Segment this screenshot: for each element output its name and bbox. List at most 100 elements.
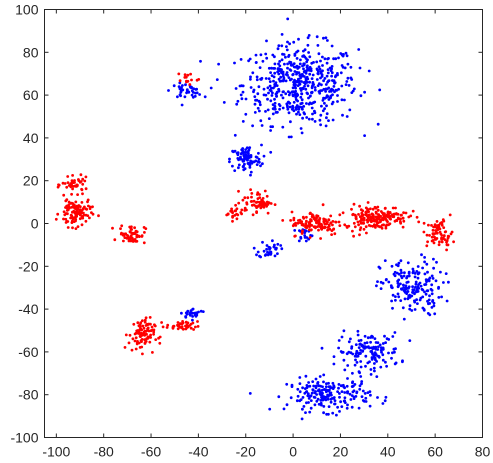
- data-point: [359, 219, 362, 223]
- data-point: [278, 79, 282, 83]
- data-point: [358, 384, 362, 388]
- data-point: [257, 85, 261, 89]
- data-point: [149, 333, 153, 337]
- data-point: [340, 84, 344, 88]
- data-point: [404, 211, 408, 215]
- data-point: [253, 95, 257, 98]
- data-point: [272, 86, 275, 90]
- data-point: [140, 235, 144, 238]
- data-point: [289, 135, 293, 139]
- data-point: [135, 342, 139, 346]
- data-point: [445, 240, 448, 244]
- data-point: [438, 230, 442, 234]
- data-point: [281, 219, 285, 222]
- data-point: [351, 371, 354, 375]
- data-point: [74, 227, 78, 231]
- data-point: [352, 87, 356, 91]
- data-point: [339, 384, 343, 388]
- data-point: [359, 338, 363, 342]
- data-point: [76, 225, 80, 229]
- data-point: [185, 88, 189, 91]
- data-point: [332, 355, 336, 358]
- data-point: [292, 109, 296, 113]
- data-point: [257, 99, 261, 103]
- data-point: [275, 91, 279, 95]
- data-point: [255, 211, 258, 215]
- data-point: [366, 336, 370, 340]
- data-point: [265, 194, 269, 198]
- data-point: [435, 237, 439, 240]
- data-point: [180, 86, 183, 89]
- data-point: [430, 274, 434, 278]
- data-point: [344, 83, 348, 86]
- data-point: [236, 213, 240, 217]
- data-point: [345, 406, 349, 410]
- data-point: [371, 216, 375, 220]
- data-point: [423, 272, 427, 276]
- data-point: [364, 225, 368, 229]
- data-point: [353, 363, 357, 367]
- data-point: [144, 329, 148, 333]
- data-point: [257, 151, 260, 155]
- x-tick-label: -80: [94, 444, 114, 460]
- data-point: [306, 394, 310, 398]
- data-point: [274, 247, 277, 251]
- data-point: [239, 155, 242, 159]
- data-point: [310, 77, 314, 80]
- data-point: [152, 332, 156, 336]
- data-point: [345, 352, 349, 356]
- data-point: [299, 102, 303, 106]
- data-point: [430, 289, 434, 292]
- data-point: [395, 219, 399, 223]
- data-point: [393, 350, 396, 354]
- data-point: [296, 93, 300, 97]
- data-point: [352, 221, 356, 225]
- data-point: [308, 410, 312, 414]
- data-point: [276, 242, 280, 246]
- data-point: [280, 247, 284, 251]
- data-point: [313, 120, 317, 123]
- data-point: [374, 210, 378, 214]
- data-point: [362, 221, 366, 225]
- data-point: [427, 302, 430, 306]
- data-point: [66, 208, 70, 212]
- data-point: [343, 368, 347, 372]
- data-point: [406, 290, 409, 293]
- data-point: [352, 395, 356, 399]
- data-point: [312, 61, 315, 64]
- data-point: [441, 218, 445, 222]
- data-point: [80, 201, 84, 204]
- data-point: [136, 340, 139, 343]
- data-point: [304, 87, 308, 91]
- data-point: [260, 124, 264, 127]
- data-point: [437, 243, 441, 247]
- data-point: [379, 280, 383, 284]
- data-point: [248, 161, 252, 165]
- data-point: [277, 89, 281, 93]
- data-point: [345, 226, 349, 229]
- data-point: [358, 387, 362, 391]
- data-point: [286, 17, 290, 21]
- x-tick-label: 60: [427, 444, 443, 460]
- data-point: [315, 399, 319, 403]
- data-point: [264, 77, 268, 80]
- data-point: [357, 406, 361, 410]
- data-point: [268, 407, 272, 411]
- data-point: [313, 396, 317, 399]
- data-point: [327, 412, 330, 416]
- data-point: [277, 69, 281, 73]
- data-point: [310, 391, 314, 395]
- data-point: [255, 253, 258, 257]
- data-point: [189, 326, 193, 330]
- data-point: [383, 214, 386, 218]
- data-point: [201, 310, 205, 313]
- data-point: [70, 192, 73, 196]
- data-point: [242, 159, 246, 163]
- data-point: [248, 57, 252, 61]
- data-point: [176, 321, 180, 324]
- data-point: [84, 213, 88, 217]
- data-point: [240, 212, 244, 216]
- data-point: [111, 226, 114, 230]
- data-point: [292, 216, 296, 220]
